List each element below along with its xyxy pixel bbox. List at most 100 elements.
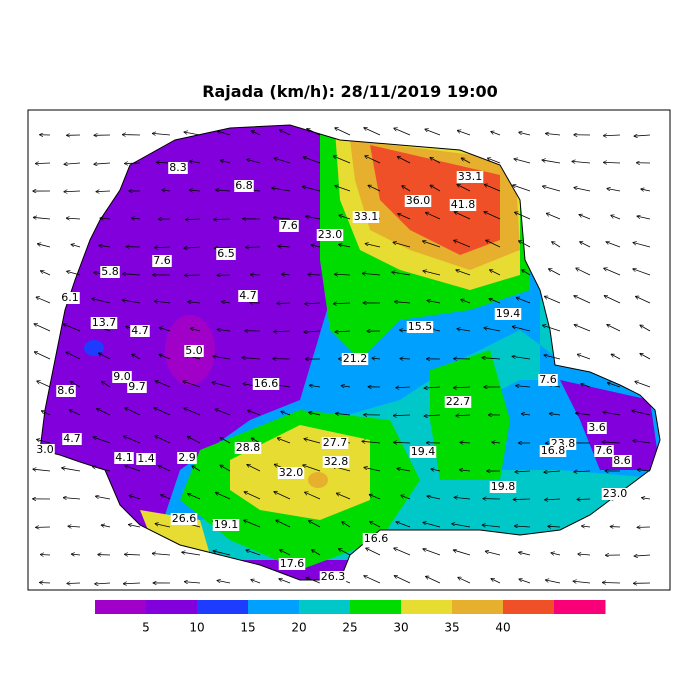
arrow: [220, 438, 231, 444]
arrow: [337, 493, 351, 500]
arrow: [250, 302, 261, 303]
colorbar-label: 10: [189, 621, 204, 635]
arrow: [485, 185, 501, 192]
arrow: [278, 438, 291, 444]
colorbar-swatch: [452, 600, 504, 614]
arrow: [368, 186, 381, 192]
arrow: [364, 128, 381, 136]
arrow: [37, 440, 51, 444]
arrow: [492, 442, 501, 443]
arrow: [454, 387, 471, 388]
arrow: [454, 550, 471, 556]
arrow: [401, 495, 411, 500]
colorbar-swatch: [95, 600, 147, 614]
station-value: 22.7: [446, 395, 471, 408]
arrow: [304, 439, 321, 444]
label-bg: [316, 229, 344, 241]
arrow: [303, 187, 321, 192]
arrow: [155, 381, 171, 388]
arrow: [244, 520, 261, 528]
arrow: [94, 163, 111, 164]
arrow: [100, 218, 111, 219]
station-value: 9.0: [113, 370, 131, 383]
arrow: [281, 412, 291, 416]
label-bg: [352, 211, 380, 223]
arrow: [192, 466, 201, 472]
arrow: [38, 244, 51, 248]
arrow: [185, 132, 201, 136]
arrow: [184, 408, 201, 416]
label-bg: [494, 308, 522, 320]
station-value: 3.0: [36, 443, 54, 456]
arrow: [33, 469, 51, 471]
arrow: [62, 468, 81, 472]
arrow: [489, 299, 501, 304]
colorbar-swatch: [299, 600, 351, 614]
arrow: [426, 576, 441, 584]
station-value: 28.8: [236, 441, 261, 454]
station-value: 4.1: [115, 451, 133, 464]
arrow: [339, 215, 351, 220]
arrow: [213, 356, 231, 360]
colorbar-swatch: [146, 600, 198, 614]
arrow: [452, 524, 471, 528]
label-bg: [127, 381, 147, 393]
colorbar-label: 40: [495, 621, 510, 635]
station-value: 13.7: [92, 316, 117, 329]
station: 7.6: [279, 219, 299, 232]
arrow: [312, 550, 321, 556]
arrow: [634, 135, 651, 136]
arrow: [395, 576, 411, 584]
colorbar-swatch: [401, 600, 453, 614]
station-value: 36.0: [406, 194, 431, 207]
arrow: [272, 188, 291, 192]
arrow: [636, 296, 651, 304]
arrow: [246, 550, 261, 556]
station: 7.6: [538, 373, 558, 386]
arrow: [335, 128, 351, 136]
label-bg: [456, 171, 484, 183]
arrow: [604, 135, 621, 136]
station-value: 23.0: [318, 228, 343, 241]
arrow: [633, 243, 651, 248]
arrow: [153, 553, 171, 555]
station: 41.8: [449, 198, 477, 211]
arrow: [486, 240, 501, 248]
arrow: [303, 465, 321, 472]
arrow: [64, 324, 81, 332]
station: 4.1: [114, 451, 134, 464]
arrow: [190, 190, 201, 191]
station: 33.1: [456, 170, 484, 183]
arrow: [427, 300, 441, 304]
arrow: [274, 331, 291, 332]
arrow: [274, 218, 291, 219]
arrow: [574, 325, 591, 332]
arrow: [604, 162, 621, 163]
arrow: [638, 470, 651, 471]
arrow: [519, 241, 531, 248]
label-bg: [60, 292, 80, 304]
arrow: [248, 411, 261, 416]
arrow: [363, 273, 381, 275]
station: 22.7: [444, 395, 472, 408]
arrow: [125, 554, 141, 555]
arrow: [483, 525, 501, 528]
arrow: [307, 129, 321, 136]
station: 3.0: [35, 443, 55, 456]
arrow: [513, 327, 531, 332]
arrow: [67, 271, 81, 276]
station-value: 7.6: [153, 254, 171, 267]
arrow: [460, 470, 471, 471]
label-bg: [278, 558, 306, 570]
arrow: [516, 386, 531, 387]
arrow: [218, 131, 231, 136]
label-bg: [238, 290, 258, 302]
station: 19.4: [494, 307, 522, 320]
arrow: [184, 247, 201, 248]
arrow: [102, 382, 111, 388]
arrow: [154, 408, 171, 416]
arrow: [635, 555, 651, 556]
label-bg: [449, 199, 477, 211]
arrow: [159, 355, 171, 360]
label-bg: [587, 422, 607, 434]
